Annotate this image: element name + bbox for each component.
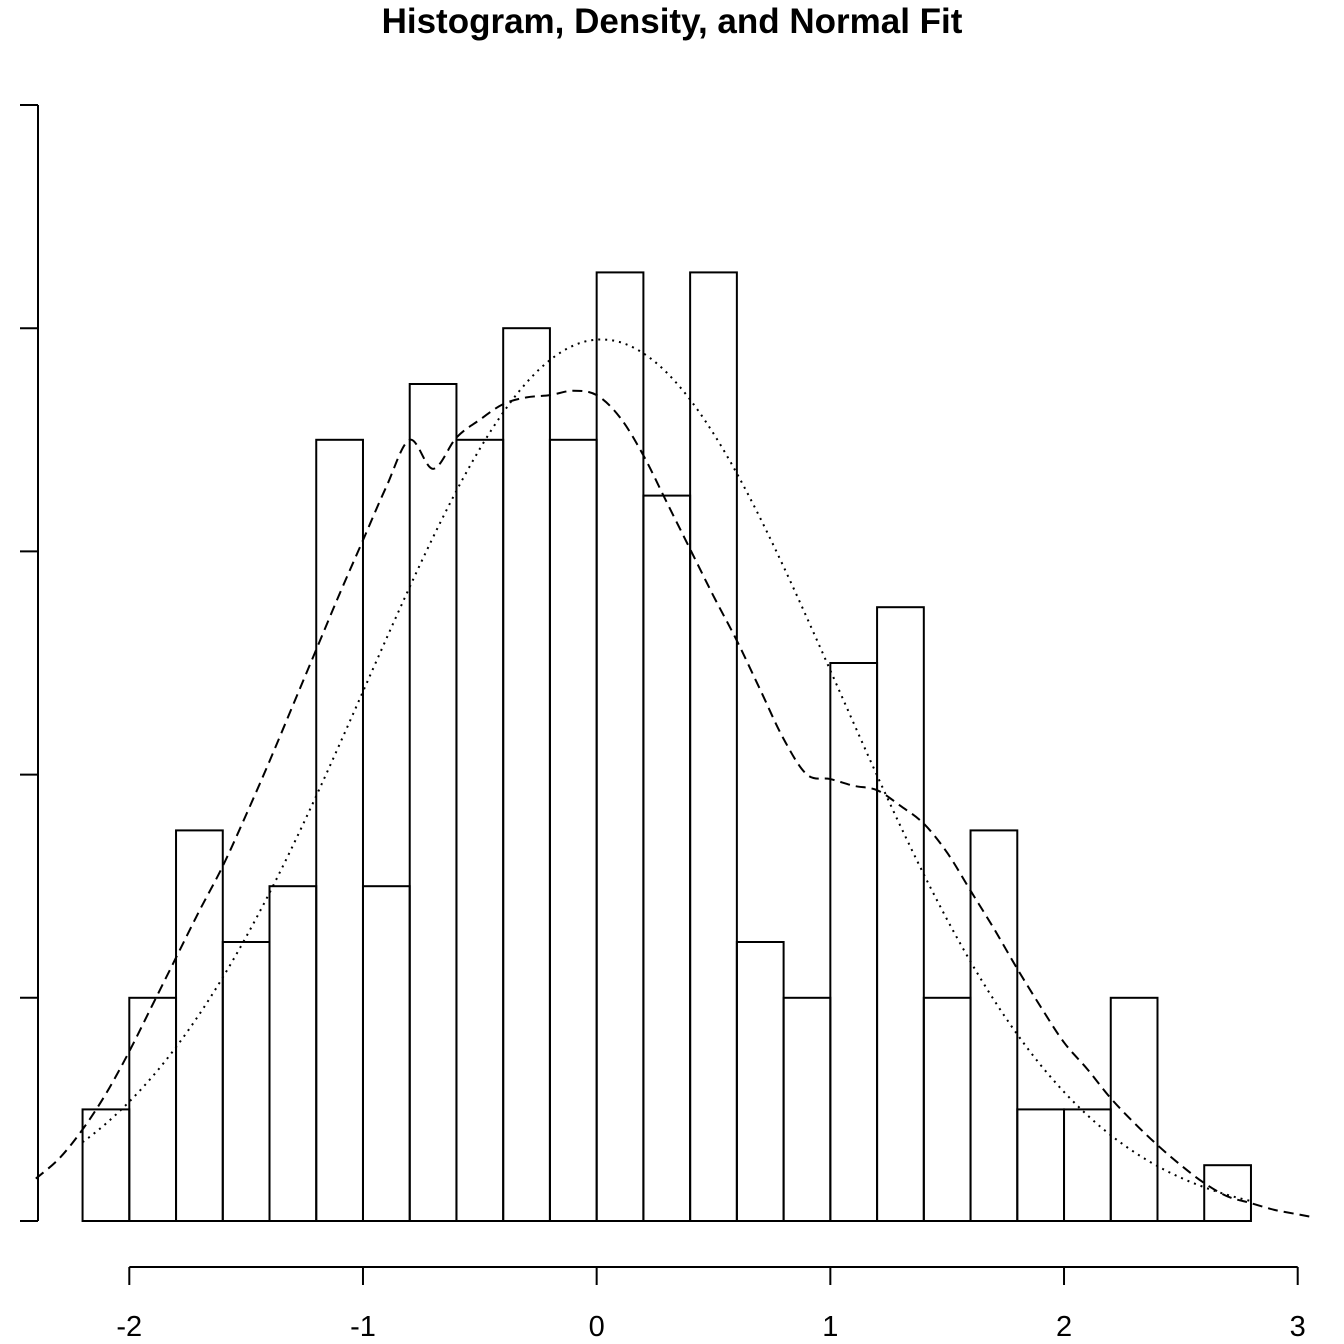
x-tick-label-0: -2 — [116, 1311, 142, 1343]
x-tick-label-3: 1 — [822, 1311, 838, 1343]
x-tick-label-4: 2 — [1056, 1311, 1072, 1343]
histogram-bar-3 — [221, 941, 271, 1222]
histogram-bar-10 — [548, 438, 598, 1222]
histogram-bar-21 — [1063, 1108, 1112, 1223]
histogram-bar-22 — [1109, 996, 1159, 1222]
histogram-bar-6 — [361, 885, 411, 1222]
x-axis: -2 -1 0 1 2 3 — [116, 1266, 1306, 1343]
histogram-bar-8 — [455, 438, 505, 1222]
histogram-bar-17 — [876, 606, 925, 1222]
histogram-bar-4 — [268, 885, 318, 1222]
histogram-bar-19 — [969, 829, 1019, 1223]
histogram-bar-14 — [735, 941, 785, 1222]
y-axis — [20, 104, 39, 1222]
histogram-bar-16 — [829, 662, 879, 1222]
histogram-bar-9 — [502, 327, 551, 1222]
histogram-bar-15 — [782, 996, 832, 1222]
histogram-bars — [81, 271, 1252, 1223]
histogram-bar-0 — [81, 1108, 131, 1223]
x-tick-label-2: 0 — [589, 1311, 605, 1343]
histogram-bar-2 — [175, 829, 224, 1223]
histogram-bar-13 — [689, 271, 738, 1222]
chart-title: Histogram, Density, and Normal Fit — [382, 2, 963, 41]
x-tick-label-1: -1 — [350, 1311, 376, 1343]
histogram-bar-24 — [1203, 1164, 1252, 1222]
x-tick-label-5: 3 — [1290, 1311, 1306, 1343]
histogram-bar-1 — [128, 996, 178, 1222]
histogram-bar-20 — [1016, 1108, 1066, 1223]
density-curve — [35, 389, 1310, 1218]
normal-fit-curve — [81, 338, 1252, 1203]
histogram-bar-18 — [922, 996, 972, 1222]
histogram-bar-12 — [642, 494, 692, 1223]
histogram-bar-7 — [408, 383, 458, 1222]
histogram-bar-5 — [315, 438, 364, 1222]
histogram-bar-11 — [595, 271, 645, 1222]
